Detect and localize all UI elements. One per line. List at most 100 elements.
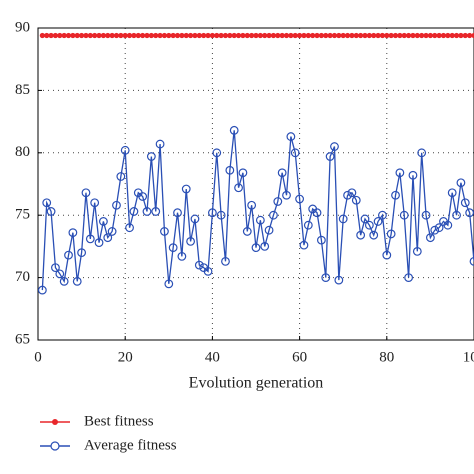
point xyxy=(235,32,242,39)
point xyxy=(419,32,425,39)
point xyxy=(100,32,106,39)
point xyxy=(244,32,250,39)
point xyxy=(417,148,427,158)
point xyxy=(351,195,361,205)
point xyxy=(151,207,161,216)
point xyxy=(273,197,283,206)
point xyxy=(366,32,372,39)
point xyxy=(414,32,420,39)
point xyxy=(222,32,229,39)
point xyxy=(401,32,407,39)
point xyxy=(126,32,133,39)
x-tick-label: 20 xyxy=(118,349,133,365)
point xyxy=(412,246,422,256)
point xyxy=(371,32,377,39)
point xyxy=(292,32,298,39)
point xyxy=(440,32,447,39)
point xyxy=(231,32,237,39)
point xyxy=(286,132,296,141)
point xyxy=(356,230,366,240)
x-tick-label: 80 xyxy=(379,349,394,365)
point xyxy=(465,208,474,218)
point xyxy=(338,214,348,224)
point xyxy=(113,32,120,39)
point xyxy=(148,32,154,39)
point xyxy=(404,273,414,283)
point xyxy=(122,32,128,39)
point xyxy=(79,32,85,39)
point xyxy=(410,32,416,39)
point xyxy=(207,208,217,218)
point xyxy=(205,32,211,39)
point xyxy=(264,225,274,235)
point xyxy=(269,210,278,220)
point xyxy=(321,273,331,283)
point xyxy=(310,32,316,39)
point xyxy=(55,269,65,279)
point xyxy=(397,32,403,39)
x-axis-label: Evolution generation xyxy=(189,375,324,392)
point xyxy=(358,32,364,39)
point xyxy=(70,32,76,39)
point xyxy=(434,223,444,233)
point xyxy=(85,234,95,244)
point xyxy=(209,32,215,39)
point xyxy=(83,32,89,39)
point xyxy=(105,32,111,39)
point xyxy=(42,198,52,208)
point xyxy=(164,279,174,289)
point xyxy=(369,230,379,240)
point xyxy=(447,188,457,198)
point xyxy=(379,32,386,39)
point xyxy=(112,200,121,210)
point xyxy=(343,190,352,200)
point xyxy=(336,32,342,39)
point xyxy=(249,32,255,39)
point xyxy=(399,210,409,220)
point xyxy=(467,32,473,39)
point xyxy=(107,227,117,236)
point xyxy=(183,32,189,39)
x-tick-label: 40 xyxy=(205,349,220,365)
point xyxy=(312,208,322,218)
point xyxy=(125,223,134,233)
point xyxy=(378,210,387,220)
point xyxy=(177,251,187,261)
point xyxy=(48,32,54,39)
point xyxy=(331,32,338,39)
point xyxy=(59,276,69,286)
point xyxy=(340,32,346,39)
point xyxy=(51,263,60,273)
point xyxy=(170,32,176,39)
x-tick-label: 60 xyxy=(292,349,307,365)
series-line xyxy=(41,130,474,291)
point xyxy=(212,148,222,158)
point xyxy=(295,194,305,204)
point xyxy=(347,188,357,198)
point xyxy=(247,200,257,210)
point xyxy=(260,241,270,251)
point xyxy=(146,152,156,161)
point xyxy=(270,32,277,39)
point xyxy=(317,235,326,245)
legend-marker xyxy=(52,419,58,425)
point xyxy=(92,32,98,39)
point xyxy=(90,198,100,208)
point xyxy=(196,32,202,39)
point xyxy=(142,207,152,216)
point xyxy=(251,243,261,253)
point xyxy=(471,32,474,39)
point xyxy=(436,32,442,39)
point xyxy=(203,266,213,276)
point xyxy=(140,32,146,39)
point xyxy=(94,238,104,248)
point xyxy=(427,32,433,39)
point xyxy=(301,32,307,39)
point xyxy=(373,217,383,226)
legend-label: Best fitness xyxy=(84,413,154,429)
point xyxy=(453,32,460,39)
point xyxy=(188,32,194,39)
point xyxy=(334,275,344,285)
point xyxy=(65,32,72,39)
point xyxy=(349,32,355,39)
